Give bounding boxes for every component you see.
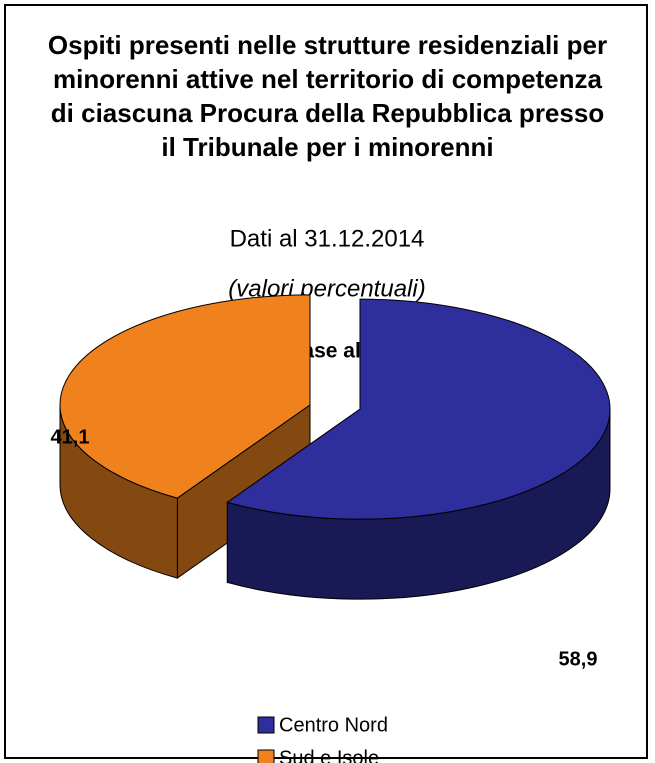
legend-swatch xyxy=(257,749,275,763)
legend-label: Sud e Isole xyxy=(279,747,379,763)
subtitle: Dati al 31.12.2014 xyxy=(230,225,425,252)
slice-top xyxy=(59,294,311,499)
pie-slice xyxy=(226,298,611,600)
frame xyxy=(4,4,648,759)
slice-top xyxy=(226,298,611,520)
legend-swatch xyxy=(257,716,275,734)
legend-label: Centro Nord xyxy=(279,714,388,736)
value-label: 58,9 xyxy=(559,648,598,670)
chart-title: Ospiti presenti nelle strutture residenz… xyxy=(47,30,608,162)
value-label: 41,1 xyxy=(51,426,90,448)
